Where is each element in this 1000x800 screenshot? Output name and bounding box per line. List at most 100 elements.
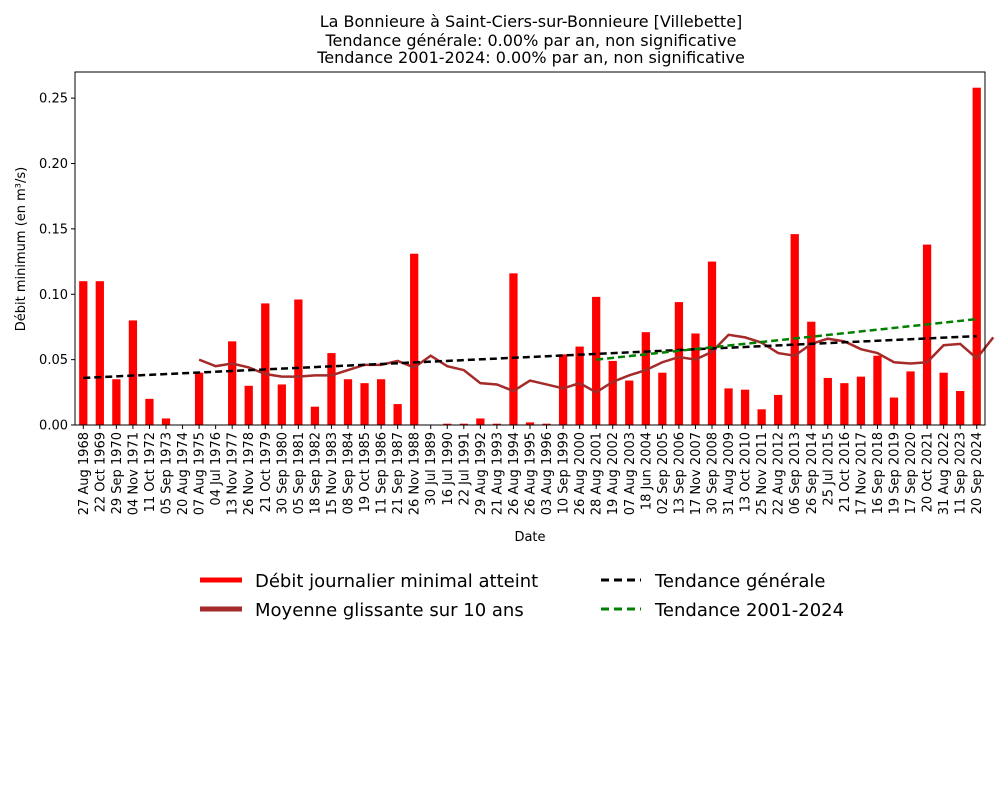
x-tick-label-50: 17 Sep 2020 — [904, 432, 919, 514]
x-tick-label-12: 30 Sep 1980 — [275, 432, 290, 514]
bar-44 — [807, 321, 816, 425]
bar-13 — [294, 299, 303, 425]
bar-19 — [393, 404, 402, 425]
x-tick-label-32: 19 Aug 2002 — [606, 432, 621, 515]
bar-27 — [525, 422, 535, 425]
x-tick-label-14: 18 Sep 1982 — [308, 432, 323, 514]
general-trend-line — [83, 334, 977, 380]
y-axis-ticks: 0.00 0.05 0.10 0.15 0.20 0.25 — [39, 92, 75, 434]
bar-35 — [658, 372, 667, 425]
bar-50 — [906, 371, 915, 425]
bar-2 — [112, 379, 121, 425]
x-tick-label-49: 19 Sep 2019 — [888, 432, 903, 514]
y-tick-label-4: 0.20 — [39, 157, 68, 172]
bar-10 — [244, 385, 253, 425]
bar-9 — [228, 341, 237, 425]
bar-14 — [310, 406, 320, 425]
bar-16 — [343, 379, 353, 425]
y-tick-label-5: 0.25 — [39, 92, 68, 107]
bar-22 — [443, 423, 452, 425]
x-tick-label-41: 25 Nov 2011 — [755, 432, 770, 515]
x-tick-label-38: 30 Sep 2008 — [706, 432, 721, 514]
x-tick-label-17: 19 Oct 1985 — [358, 432, 373, 512]
line-series — [83, 317, 995, 394]
bar-5 — [161, 418, 171, 425]
x-axis-label: Date — [514, 530, 545, 545]
chart-title: La Bonnieure à Saint-Ciers-sur-Bonnieure… — [316, 12, 745, 67]
chart-title-line-1: La Bonnieure à Saint-Ciers-sur-Bonnieure… — [320, 12, 743, 31]
bar-39 — [724, 388, 733, 425]
bar-36 — [674, 302, 684, 425]
bar-52 — [939, 372, 948, 425]
x-tick-label-40: 13 Oct 2010 — [739, 432, 754, 512]
x-axis-ticks: 27 Aug 1968 22 Oct 1969 29 Sep 1970 04 Nov … — [77, 425, 985, 515]
legend-label-bars: Débit journalier minimal atteint — [255, 571, 538, 592]
bar-7 — [194, 372, 204, 425]
y-tick-label-3: 0.15 — [39, 222, 68, 237]
legend-label-recent-trend: Tendance 2001-2024 — [654, 600, 844, 621]
legend-label-general-trend: Tendance générale — [654, 571, 825, 592]
x-tick-label-20: 26 Nov 1988 — [408, 432, 423, 515]
x-tick-label-31: 28 Aug 2001 — [590, 432, 605, 515]
y-tick-label-0: 0.00 — [39, 419, 68, 434]
x-tick-label-8: 04 Jul 1976 — [209, 432, 224, 506]
x-tick-label-21: 30 Jul 1989 — [424, 432, 439, 506]
x-tick-label-48: 16 Sep 2018 — [871, 432, 886, 514]
bar-45 — [823, 377, 832, 425]
x-tick-label-30: 26 Aug 2000 — [573, 432, 588, 515]
bar-42 — [774, 394, 783, 425]
x-tick-label-22: 16 Jul 1990 — [441, 432, 456, 506]
bar-26 — [509, 273, 518, 425]
bar-1 — [95, 281, 104, 425]
x-tick-label-24: 29 Aug 1992 — [474, 432, 489, 515]
x-tick-label-13: 05 Sep 1981 — [292, 432, 307, 514]
x-tick-label-46: 21 Oct 2016 — [838, 432, 853, 512]
bar-12 — [277, 384, 286, 425]
bar-11 — [261, 303, 270, 425]
x-tick-label-7: 07 Aug 1975 — [193, 432, 208, 515]
x-tick-label-47: 17 Nov 2017 — [854, 432, 869, 515]
bar-51 — [922, 244, 932, 425]
bar-46 — [840, 383, 849, 425]
x-tick-label-27: 26 Aug 1995 — [524, 432, 539, 515]
bar-24 — [476, 418, 485, 425]
x-tick-label-33: 07 Aug 2003 — [623, 432, 638, 515]
x-tick-label-35: 02 Sep 2005 — [656, 432, 671, 514]
x-tick-label-44: 26 Sep 2014 — [805, 432, 820, 514]
x-tick-label-51: 20 Oct 2021 — [921, 432, 936, 512]
bar-32 — [608, 360, 617, 425]
bar-43 — [790, 234, 799, 425]
x-tick-label-19: 21 Sep 1987 — [391, 432, 406, 514]
bar-17 — [360, 383, 369, 425]
x-tick-label-42: 22 Aug 2012 — [772, 432, 787, 515]
bar-20 — [410, 253, 419, 425]
x-tick-label-4: 11 Oct 1972 — [143, 432, 158, 512]
bar-29 — [558, 354, 568, 425]
bar-28 — [542, 423, 551, 425]
x-tick-label-1: 22 Oct 1969 — [93, 432, 108, 512]
bar-3 — [128, 320, 138, 425]
x-tick-label-6: 20 Aug 1974 — [176, 432, 191, 515]
bar-40 — [740, 389, 750, 425]
x-tick-label-3: 04 Nov 1971 — [126, 432, 141, 515]
bar-53 — [956, 391, 965, 425]
x-tick-label-10: 26 Nov 1978 — [242, 432, 257, 515]
x-tick-label-28: 03 Aug 1996 — [540, 432, 555, 515]
x-tick-label-29: 10 Sep 1999 — [557, 432, 572, 514]
bar-series — [79, 87, 981, 425]
x-tick-label-52: 31 Aug 2022 — [937, 432, 952, 515]
x-tick-label-15: 15 Nov 1983 — [325, 432, 340, 515]
y-tick-label-2: 0.10 — [39, 288, 68, 303]
bar-49 — [889, 397, 899, 425]
recent-trend-line — [596, 317, 977, 361]
chart-title-line-3: Tendance 2001-2024: 0.00% par an, non si… — [316, 48, 745, 67]
bar-18 — [376, 379, 386, 425]
bar-33 — [625, 380, 634, 425]
bar-34 — [641, 332, 650, 425]
x-tick-label-23: 22 Jul 1991 — [457, 432, 472, 506]
x-tick-label-18: 11 Sep 1986 — [375, 432, 390, 514]
x-tick-label-34: 18 Jun 2004 — [639, 432, 654, 510]
x-tick-label-26: 26 Aug 1994 — [507, 432, 522, 515]
